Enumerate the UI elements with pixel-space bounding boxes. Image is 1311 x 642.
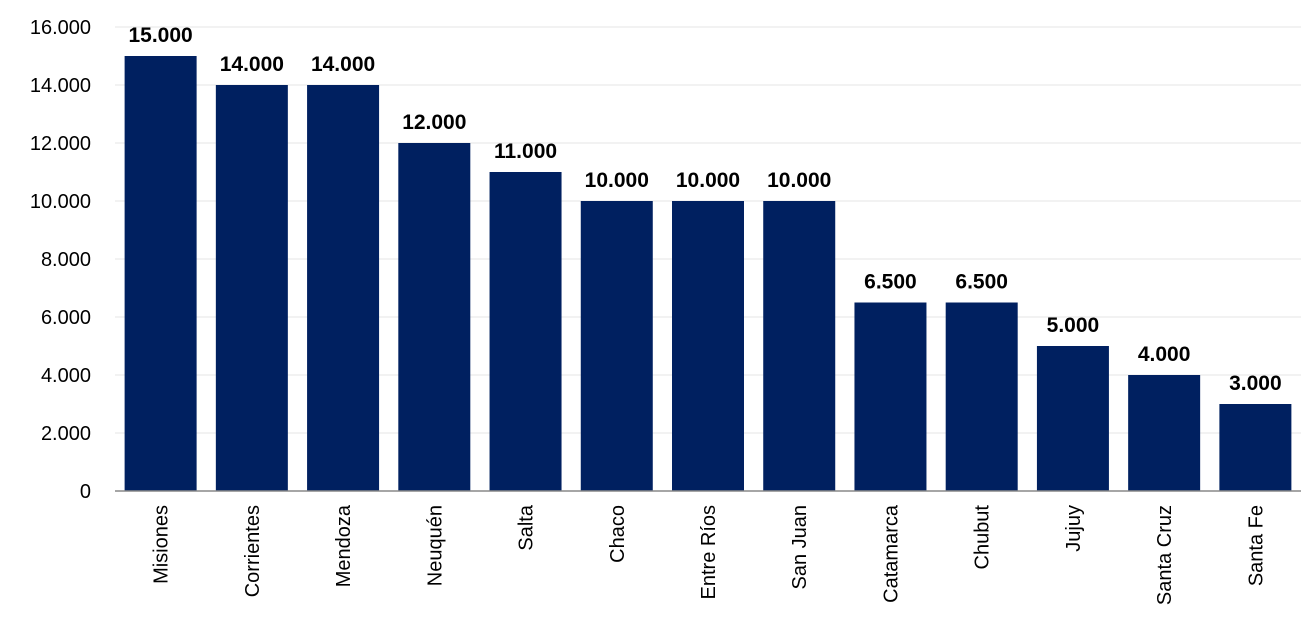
bar-chubut <box>945 302 1018 491</box>
x-tick-label: Entre Ríos <box>698 505 720 599</box>
bar-mendoza <box>307 85 380 491</box>
x-tick-label: Santa Cruz <box>1154 505 1176 605</box>
bar-entre-ríos <box>672 201 744 491</box>
data-label: 12.000 <box>402 111 466 134</box>
y-tick-label: 6.000 <box>41 307 91 329</box>
data-label: 5.000 <box>1047 314 1100 337</box>
data-label: 14.000 <box>220 53 284 76</box>
x-tick-label: Misiones <box>151 505 173 584</box>
bars <box>124 56 1292 491</box>
x-tick-label: Mendoza <box>333 504 355 587</box>
bar-santa-fe <box>1219 404 1292 491</box>
data-label: 10.000 <box>676 169 740 192</box>
y-tick-label: 16.000 <box>30 17 91 39</box>
x-tick-label: Santa Fe <box>1245 505 1267 586</box>
data-label: 10.000 <box>585 169 649 192</box>
x-tick-label: Catamarca <box>880 504 902 603</box>
y-tick-label: 4.000 <box>41 365 91 387</box>
bar-chaco <box>580 201 653 491</box>
y-tick-label: 8.000 <box>41 249 91 271</box>
y-tick-label: 0 <box>80 481 91 503</box>
x-tick-label: Corrientes <box>242 505 264 597</box>
data-label: 15.000 <box>128 24 192 47</box>
x-tick-label: Chubut <box>972 505 994 570</box>
x-tick-label: Jujuy <box>1063 505 1085 552</box>
bar-misiones <box>124 56 197 491</box>
data-label: 6.500 <box>955 271 1008 294</box>
data-labels: 15.000 14.000 14.000 12.000 11.000 10.000 10.0… <box>128 24 1281 395</box>
x-tick-label: Chaco <box>607 505 629 563</box>
y-tick-label: 2.000 <box>41 423 91 445</box>
bar-jujuy <box>1036 346 1109 491</box>
data-label: 6.500 <box>864 271 917 294</box>
y-tick-label: 10.000 <box>30 191 91 213</box>
data-label: 3.000 <box>1229 372 1282 395</box>
y-tick-label: 14.000 <box>30 75 91 97</box>
bar-santa-cruz <box>1128 375 1201 491</box>
data-label: 14.000 <box>311 53 375 76</box>
x-tick-label: San Juan <box>789 505 811 590</box>
x-tick-label: Neuquén <box>424 505 446 586</box>
data-label: 4.000 <box>1138 343 1191 366</box>
data-label: 10.000 <box>767 169 831 192</box>
axes: 02.0004.0006.0008.00010.00012.00014.0001… <box>30 17 1301 605</box>
y-tick-label: 12.000 <box>30 133 91 155</box>
data-label: 11.000 <box>494 140 557 163</box>
bar-san-juan <box>763 201 836 491</box>
bar-neuquén <box>398 143 471 491</box>
bar-corrientes <box>215 85 288 491</box>
bar-salta <box>489 172 562 491</box>
bar-catamarca <box>854 302 927 491</box>
x-tick-label: Salta <box>516 504 538 550</box>
